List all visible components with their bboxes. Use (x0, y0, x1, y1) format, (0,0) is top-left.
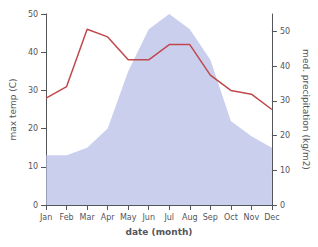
svg-text:Jun: Jun (141, 213, 155, 222)
svg-text:Oct: Oct (224, 213, 238, 222)
svg-text:20: 20 (28, 124, 38, 133)
svg-text:max temp (C): max temp (C) (8, 78, 18, 140)
svg-text:10: 10 (280, 166, 290, 175)
svg-text:50: 50 (28, 10, 38, 19)
svg-text:Sep: Sep (203, 213, 218, 222)
svg-text:Jul: Jul (163, 213, 174, 222)
svg-text:date (month): date (month) (126, 227, 193, 237)
svg-text:40: 40 (28, 48, 38, 57)
svg-text:50: 50 (280, 27, 290, 36)
svg-text:Apr: Apr (101, 213, 116, 222)
svg-text:10: 10 (28, 162, 38, 171)
svg-text:Jan: Jan (39, 213, 52, 222)
svg-text:30: 30 (28, 86, 38, 95)
svg-text:0: 0 (280, 201, 285, 210)
svg-text:May: May (120, 213, 137, 222)
svg-text:Feb: Feb (60, 213, 74, 222)
svg-text:20: 20 (280, 131, 290, 140)
svg-text:Dec: Dec (264, 213, 279, 222)
svg-text:Mar: Mar (80, 213, 96, 222)
svg-text:30: 30 (280, 96, 290, 105)
svg-text:0: 0 (33, 201, 38, 210)
svg-text:med. precipitation (kg/m2): med. precipitation (kg/m2) (301, 49, 311, 170)
svg-text:Nov: Nov (244, 213, 260, 222)
svg-text:40: 40 (280, 62, 290, 71)
svg-text:Aug: Aug (182, 213, 198, 222)
